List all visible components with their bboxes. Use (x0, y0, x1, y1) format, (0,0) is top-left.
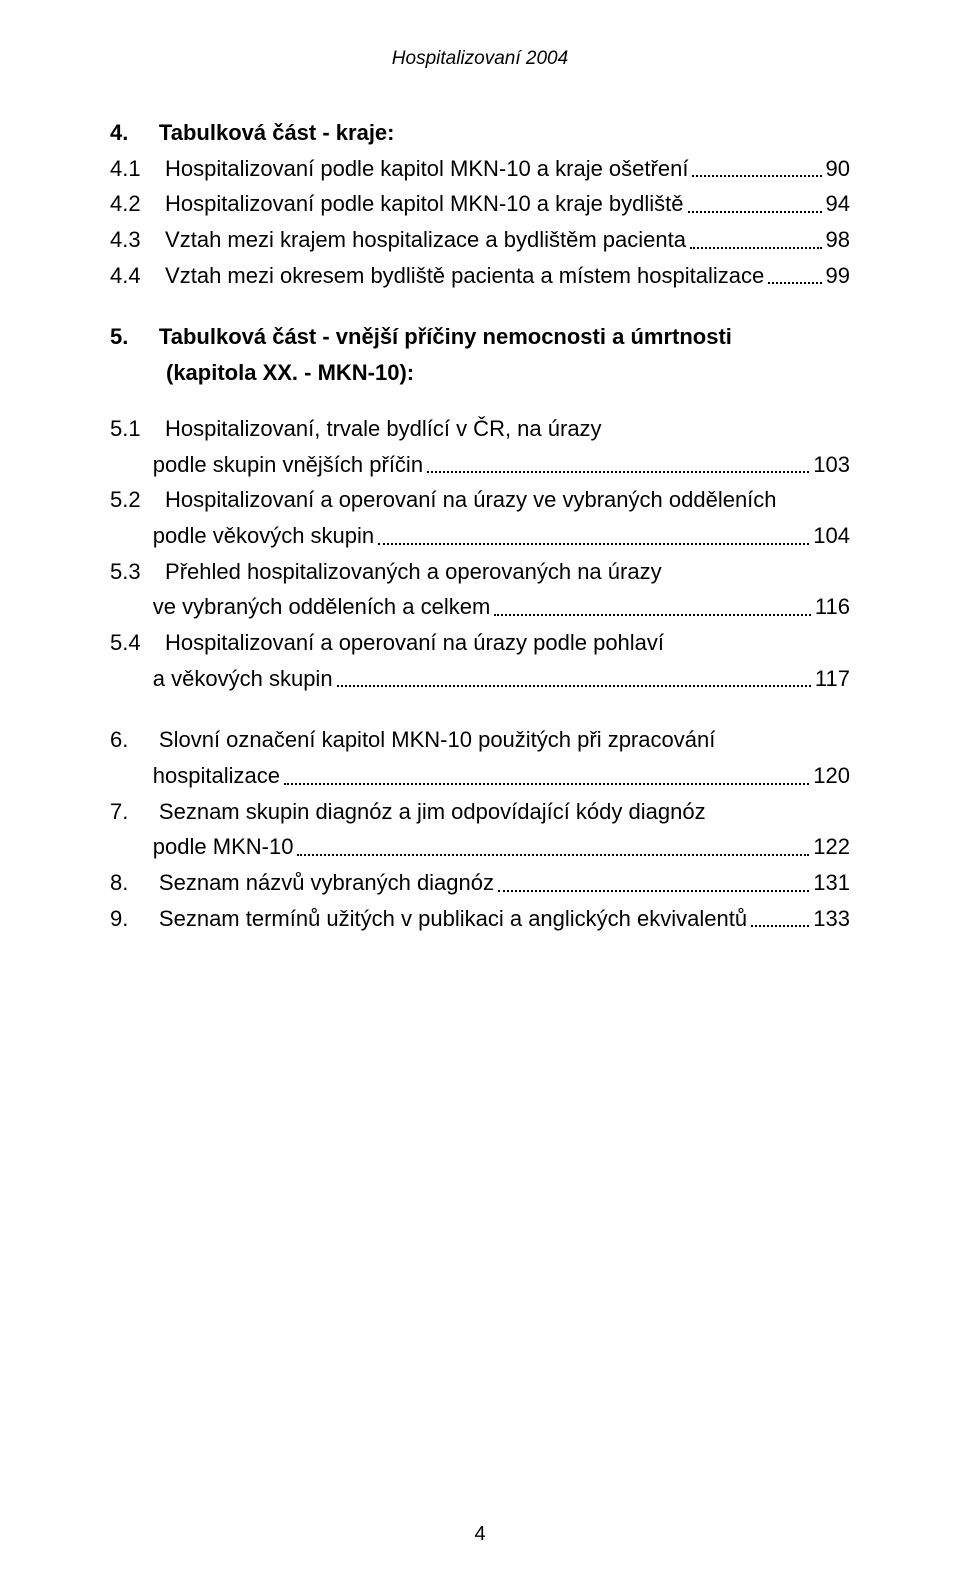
toc-entry-text: Přehled hospitalizovaných a operovaných … (165, 557, 662, 587)
toc-indent (110, 761, 153, 791)
toc-leader (284, 763, 809, 785)
toc-entry-text: Seznam skupin diagnóz a jim odpovídající… (159, 797, 706, 827)
toc-entry-text: Hospitalizovaní a operovaní na úrazy pod… (165, 628, 664, 658)
toc-entry-text: Seznam termínů užitých v publikaci a ang… (159, 904, 747, 934)
toc-entry-text: Seznam názvů vybraných diagnóz (159, 868, 494, 898)
toc-indent (110, 450, 153, 480)
toc-leader (688, 191, 822, 213)
toc-leader (378, 523, 809, 545)
toc-page: 131 (813, 868, 850, 898)
toc-entry-cont-text: a věkových skupin (153, 664, 333, 694)
toc-leader (751, 906, 809, 928)
toc-indent (110, 521, 153, 551)
toc-gap (110, 388, 850, 414)
toc-leader (337, 666, 811, 688)
page-number: 4 (0, 1523, 960, 1546)
toc-page: 98 (826, 225, 850, 255)
toc-entry: 7. Seznam skupin diagnóz a jim odpovídaj… (110, 797, 850, 827)
document-page: Hospitalizovaní 2004 4. Tabulková část -… (0, 0, 960, 1586)
toc-number: 5. (110, 322, 159, 352)
toc-entry-cont-text: podle skupin vnějších příčin (153, 450, 423, 480)
toc-heading-cont: (kapitola XX. - MKN-10): (110, 358, 850, 388)
toc-page: 133 (813, 904, 850, 934)
toc-leader (494, 594, 811, 616)
toc-number: 8. (110, 868, 159, 898)
toc-entry-cont-row: ve vybraných odděleních a celkem 116 (110, 592, 850, 622)
toc-entry-cont-row: podle věkových skupin 104 (110, 521, 850, 551)
toc-leader (692, 156, 821, 178)
toc-indent (110, 832, 153, 862)
toc-entry-cont-text: podle věkových skupin (153, 521, 374, 551)
toc-entry-text: Slovní označení kapitol MKN-10 použitých… (159, 725, 715, 755)
toc-entry-cont-row: podle MKN-10 122 (110, 832, 850, 862)
toc-leader (297, 834, 809, 856)
toc-page: 116 (815, 592, 850, 622)
toc-entry-text: Hospitalizovaní, trvale bydlící v ČR, na… (165, 414, 602, 444)
toc-leader (498, 870, 809, 892)
toc-entry: 9. Seznam termínů užitých v publikaci a … (110, 904, 850, 934)
toc-entry-text: Hospitalizovaní podle kapitol MKN-10 a k… (165, 154, 688, 184)
toc-entry-text: Vztah mezi krajem hospitalizace a bydliš… (165, 225, 686, 255)
toc-entry: 4.3 Vztah mezi krajem hospitalizace a by… (110, 225, 850, 255)
toc-entry: 8. Seznam názvů vybraných diagnóz 131 (110, 868, 850, 898)
toc-number: 4.1 (110, 154, 165, 184)
toc-entry: 5.4 Hospitalizovaní a operovaní na úrazy… (110, 628, 850, 658)
toc-page: 90 (826, 154, 850, 184)
toc-number: 7. (110, 797, 159, 827)
toc-entry-cont-text: ve vybraných odděleních a celkem (153, 592, 491, 622)
toc-page: 120 (813, 761, 850, 791)
toc-leader (768, 263, 821, 285)
toc-page: 117 (815, 664, 850, 694)
toc-heading-text: Tabulková část - vnější příčiny nemocnos… (159, 322, 732, 352)
toc-entry: 5.3 Přehled hospitalizovaných a operovan… (110, 557, 850, 587)
toc-entry: 4.1 Hospitalizovaní podle kapitol MKN-10… (110, 154, 850, 184)
toc-gap (110, 296, 850, 322)
toc-heading-text: Tabulková část - kraje: (159, 118, 395, 148)
toc-entry-cont-text: podle MKN-10 (153, 832, 294, 862)
toc-entry: 4.4 Vztah mezi okresem bydliště pacienta… (110, 261, 850, 291)
toc-number: 4. (110, 118, 159, 148)
toc-entry-cont-row: a věkových skupin 117 (110, 664, 850, 694)
toc-number: 5.2 (110, 485, 165, 515)
table-of-contents: 4. Tabulková část - kraje: 4.1 Hospitaliz… (110, 118, 850, 933)
toc-entry-text: Hospitalizovaní a operovaní na úrazy ve … (165, 485, 776, 515)
toc-entry-text: Vztah mezi okresem bydliště pacienta a m… (165, 261, 764, 291)
toc-number: 4.2 (110, 189, 165, 219)
toc-number: 5.1 (110, 414, 165, 444)
toc-entry: 5.1 Hospitalizovaní, trvale bydlící v ČR… (110, 414, 850, 444)
toc-leader (427, 451, 809, 473)
toc-entry: 4.2 Hospitalizovaní podle kapitol MKN-10… (110, 189, 850, 219)
toc-indent (110, 592, 153, 622)
toc-gap (110, 699, 850, 725)
toc-indent (110, 664, 153, 694)
toc-page: 103 (813, 450, 850, 480)
toc-entry: 5.2 Hospitalizovaní a operovaní na úrazy… (110, 485, 850, 515)
toc-page: 104 (813, 521, 850, 551)
toc-entry-cont-row: podle skupin vnějších příčin 103 (110, 450, 850, 480)
toc-entry-cont-text: hospitalizace (153, 761, 280, 791)
toc-entry-cont-row: hospitalizace 120 (110, 761, 850, 791)
toc-number: 6. (110, 725, 159, 755)
toc-page: 122 (813, 832, 850, 862)
toc-page: 99 (826, 261, 850, 291)
toc-entry-text: Hospitalizovaní podle kapitol MKN-10 a k… (165, 189, 683, 219)
toc-leader (690, 227, 822, 249)
toc-heading: 5. Tabulková část - vnější příčiny nemoc… (110, 322, 850, 352)
toc-number: 4.3 (110, 225, 165, 255)
toc-entry: 6. Slovní označení kapitol MKN-10 použit… (110, 725, 850, 755)
toc-number: 9. (110, 904, 159, 934)
toc-number: 4.4 (110, 261, 165, 291)
toc-heading: 4. Tabulková část - kraje: (110, 118, 850, 148)
toc-page: 94 (826, 189, 850, 219)
page-header: Hospitalizovaní 2004 (110, 48, 850, 70)
toc-number: 5.3 (110, 557, 165, 587)
toc-number: 5.4 (110, 628, 165, 658)
